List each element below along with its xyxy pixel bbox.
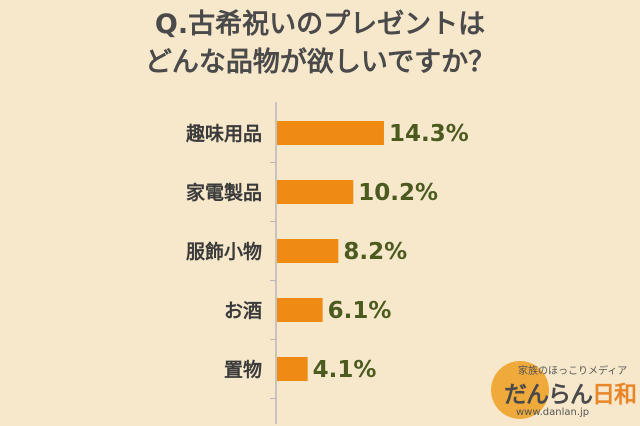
- value-label: 14.3%: [389, 121, 469, 147]
- logo-name-main: だんらん: [504, 382, 593, 408]
- value-label: 6.1%: [328, 298, 392, 324]
- category-label: お酒: [224, 300, 262, 322]
- danlan-logo: 家族のほっこりメディア だんらん日和 www.danlan.jp: [480, 356, 640, 426]
- category-label: 家電製品: [186, 181, 262, 204]
- bar: [277, 239, 339, 263]
- bar: [277, 298, 323, 322]
- bar: [277, 121, 384, 145]
- category-label: 置物: [224, 358, 262, 381]
- logo-name: だんらん日和: [504, 375, 637, 409]
- chart-title-line-2: どんな品物が欲しいですか？: [144, 47, 496, 78]
- value-label: 8.2%: [343, 239, 407, 265]
- logo-circle-icon: [491, 361, 549, 419]
- bar: [277, 357, 308, 381]
- value-label: 4.1%: [313, 357, 377, 383]
- logo-name-accent: 日和: [592, 382, 637, 408]
- logo-url: www.danlan.jp: [516, 407, 590, 418]
- logo-tagline: 家族のほっこりメディア: [518, 366, 628, 377]
- value-label: 10.2%: [358, 180, 438, 206]
- bar: [277, 180, 354, 204]
- category-label: 趣味用品: [185, 122, 262, 145]
- category-label: 服飾小物: [186, 240, 262, 263]
- chart-title-line-1: Q.古希祝いのプレゼントは: [154, 9, 486, 40]
